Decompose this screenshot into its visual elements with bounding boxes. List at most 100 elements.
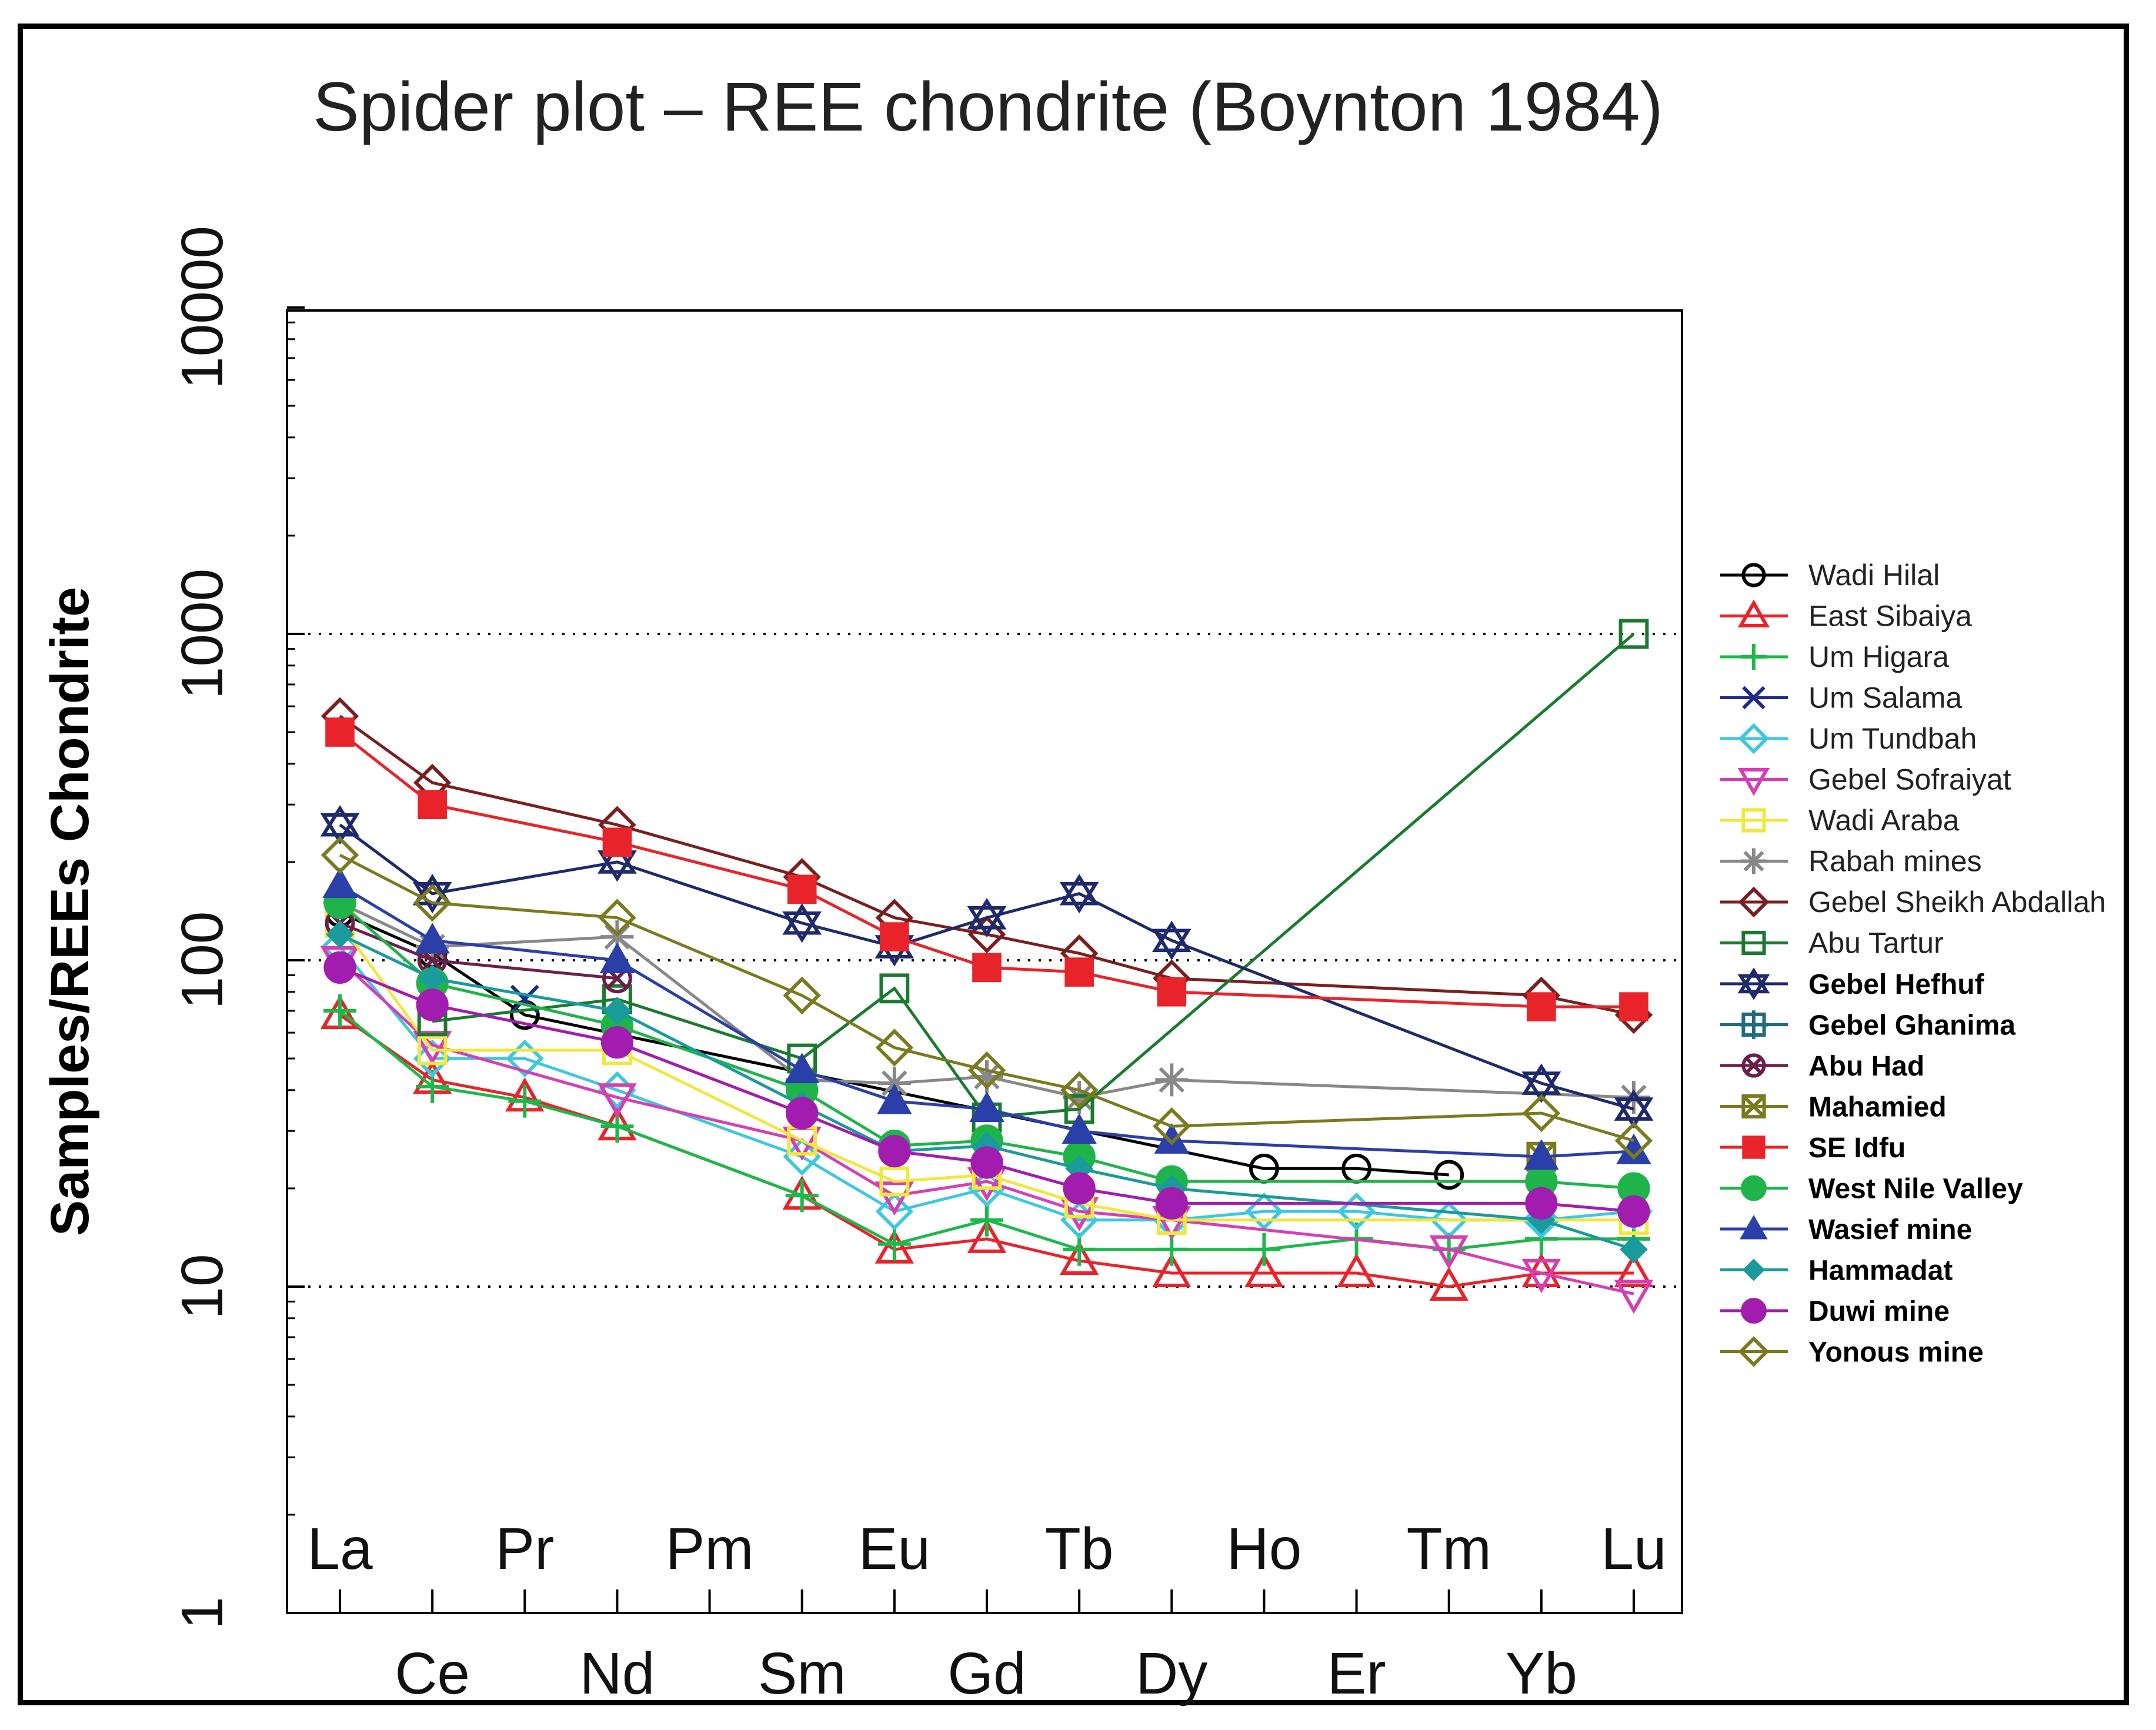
x-tick-label: La — [307, 1516, 373, 1582]
legend-item-east-sibaiya: East Sibaiya — [1720, 599, 1972, 633]
data-point-gebel-hefhuf — [1521, 1063, 1561, 1103]
data-point-um-higara — [508, 1084, 542, 1118]
y-axis: 1 10 100 1000 10000 — [169, 226, 305, 1629]
legend-item-wadi-araba: Wadi Araba — [1720, 804, 1960, 837]
legend-label: Um Tundbah — [1808, 722, 1977, 755]
legend-label: Duwi mine — [1808, 1296, 1950, 1327]
data-point-yonous-mine — [875, 1028, 914, 1067]
data-point-se-idfu — [1157, 977, 1187, 1007]
data-point-hammadat — [326, 920, 354, 949]
legend-item-abu-had: Abu Had — [1720, 1051, 1924, 1082]
legend-marker-gebel-ghanima — [1739, 1010, 1768, 1039]
legend-label: Um Higara — [1808, 640, 1949, 673]
x-tick-label: Yb — [1506, 1641, 1577, 1706]
data-point-wadi-hilal — [1434, 1160, 1464, 1190]
data-point-wasief-mine — [1524, 1139, 1559, 1170]
legend-item-se-idfu: SE Idfu — [1720, 1133, 1905, 1164]
data-point-se-idfu — [880, 922, 909, 951]
legend-label: Abu Tartur — [1808, 927, 1944, 960]
legend-marker-east-sibaiya — [1737, 599, 1770, 627]
data-point-wasief-mine — [1154, 1123, 1190, 1154]
data-point-yonous-mine — [783, 976, 821, 1015]
legend-marker-se-idfu — [1742, 1135, 1765, 1159]
data-point-se-idfu — [972, 953, 1002, 983]
data-point-um-higara — [785, 1179, 819, 1213]
legend-marker-gebel-sheikh-abdallah — [1738, 886, 1770, 918]
legend-item-hammadat: Hammadat — [1720, 1255, 1953, 1287]
legend-item-um-tundbah: Um Tundbah — [1720, 722, 1977, 755]
data-point-yonous-mine — [321, 836, 359, 874]
legend-item-wadi-hilal: Wadi Hilal — [1720, 559, 1940, 592]
data-point-gebel-hefhuf — [782, 903, 822, 943]
x-tick-label: Pr — [495, 1516, 554, 1582]
data-point-se-idfu — [1527, 992, 1556, 1021]
data-point-wasief-mine — [877, 1083, 912, 1114]
data-point-duwi-mine — [323, 951, 356, 984]
data-point-gebel-sofraiyat — [412, 1031, 452, 1066]
data-point-rabah-mines — [970, 1060, 1003, 1093]
data-point-gebel-sofraiyat — [1429, 1235, 1469, 1270]
data-point-duwi-mine — [786, 1097, 819, 1130]
data-point-wasief-mine — [415, 923, 450, 954]
y-tick-label: 100 — [169, 911, 235, 1010]
series-line-duwi-mine — [339, 966, 1634, 1213]
x-tick-label: Sm — [758, 1641, 846, 1706]
legend-label: Rabah mines — [1808, 845, 1982, 878]
data-point-duwi-mine — [1063, 1172, 1096, 1205]
y-tick-label: 1000 — [169, 569, 235, 699]
series-line-wasief-mine — [339, 883, 1634, 1158]
data-point-duwi-mine — [878, 1135, 911, 1168]
legend-marker-um-salama — [1742, 686, 1765, 710]
legend-item-west-nile-valley: West Nile Valley — [1720, 1174, 2023, 1205]
data-point-wadi-araba — [417, 1035, 448, 1066]
legend-marker-um-tundbah — [1738, 723, 1770, 754]
data-point-wasief-mine — [784, 1053, 820, 1084]
series-line-se-idfu — [339, 731, 1634, 1008]
data-point-duwi-mine — [416, 988, 449, 1021]
data-point-east-sibaiya — [1337, 1253, 1376, 1288]
data-point-abu-tartur — [879, 973, 910, 1004]
data-point-rabah-mines — [1617, 1081, 1650, 1114]
data-point-um-higara — [970, 1203, 1003, 1237]
data-point-um-tundbah — [875, 1192, 914, 1231]
chart-frame — [18, 24, 2129, 1705]
legend-label: East Sibaiya — [1808, 600, 1972, 633]
legend-label: Gebel Hefhuf — [1808, 969, 1985, 1000]
data-point-yonous-mine — [1614, 1121, 1653, 1160]
data-point-gebel-sofraiyat — [598, 1083, 637, 1118]
legend-marker-west-nile-valley — [1741, 1175, 1767, 1201]
data-point-yonous-mine — [1153, 1107, 1191, 1145]
series-line-yonous-mine — [339, 853, 1634, 1143]
legend-marker-duwi-mine — [1741, 1298, 1767, 1324]
y-tick-label: 1 — [169, 1597, 235, 1629]
data-point-hammadat — [1620, 1235, 1648, 1264]
data-point-gebel-sofraiyat — [1521, 1259, 1561, 1294]
legend-label: Wadi Araba — [1808, 804, 1960, 837]
y-axis-label: Samples/REEs Chondrite — [40, 587, 100, 1236]
data-point-yonous-mine — [1522, 1094, 1561, 1133]
x-tick-label: Lu — [1601, 1516, 1666, 1582]
legend-item-rabah-mines: Rabah mines — [1720, 845, 1982, 878]
data-point-um-tundbah — [1245, 1192, 1283, 1231]
legend-label: Wasief mine — [1808, 1214, 1972, 1245]
legend-marker-wadi-hilal — [1741, 563, 1766, 587]
legend-marker-wadi-araba — [1741, 808, 1766, 833]
legend-item-wasief-mine: Wasief mine — [1720, 1214, 1972, 1245]
data-point-um-higara — [323, 994, 356, 1027]
legend-item-gebel-ghanima: Gebel Ghanima — [1720, 1010, 2015, 1041]
y-tick-label: 10 — [169, 1254, 235, 1319]
data-point-rabah-mines — [877, 1067, 911, 1100]
data-point-se-idfu — [1619, 992, 1648, 1021]
series-layer — [320, 619, 1654, 1314]
data-point-gebel-sofraiyat — [875, 1181, 915, 1216]
data-point-gebel-hefhuf — [320, 805, 360, 845]
data-point-yonous-mine — [1060, 1071, 1099, 1110]
series-wasief-mine — [322, 867, 1651, 1170]
legend-item-um-salama: Um Salama — [1720, 682, 1962, 714]
data-point-yonous-mine — [413, 884, 452, 922]
series-line-gebel-hefhuf — [339, 823, 1634, 1111]
data-point-yonous-mine — [598, 899, 636, 937]
legend-item-gebel-hefhuf: Gebel Hefhuf — [1720, 967, 1985, 1000]
data-point-wadi-araba — [879, 1166, 910, 1197]
data-point-wasief-mine — [1062, 1113, 1097, 1144]
